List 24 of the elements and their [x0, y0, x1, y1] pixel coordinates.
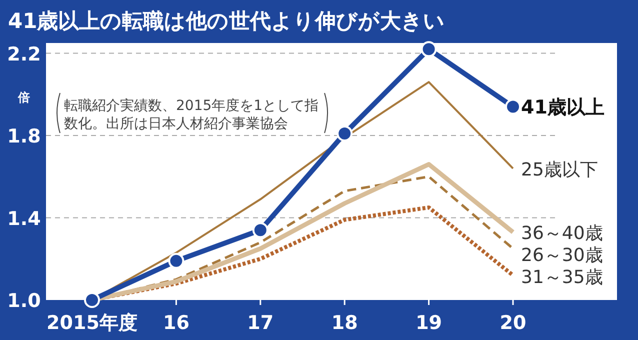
- series-label: 25歳以下: [521, 159, 598, 180]
- series-label: 26～30歳: [521, 245, 603, 266]
- annotation: 転職紹介実績数、2015年度を1として指数化。出所は日本人材紹介事業協会: [64, 98, 319, 132]
- point: [336, 125, 353, 142]
- x-tick-label: 20: [500, 312, 526, 334]
- series-label: 36～40歳: [521, 223, 603, 244]
- x-tick-label: 2015年度: [46, 312, 138, 334]
- x-tick-label: 18: [331, 312, 358, 334]
- point: [420, 41, 437, 58]
- series-label: 31～35歳: [521, 267, 603, 288]
- y-tick-label: 1.8: [7, 126, 41, 148]
- y-tick-label: 1.4: [7, 208, 41, 230]
- chart-title: 41歳以上の転職は他の世代より伸びが大きい: [8, 9, 446, 33]
- x-tick-label: 16: [162, 312, 190, 334]
- point: [84, 292, 100, 308]
- series-label: 41歳以上: [521, 96, 604, 119]
- x-tick-label: 17: [247, 312, 274, 334]
- point: [505, 98, 521, 115]
- y-tick-label: 1.0: [7, 290, 41, 312]
- x-tick-label: 19: [416, 312, 442, 334]
- y-axis-title: 倍: [17, 90, 30, 104]
- point: [252, 222, 268, 238]
- point: [168, 252, 184, 269]
- y-tick-label: 2.2: [7, 43, 41, 66]
